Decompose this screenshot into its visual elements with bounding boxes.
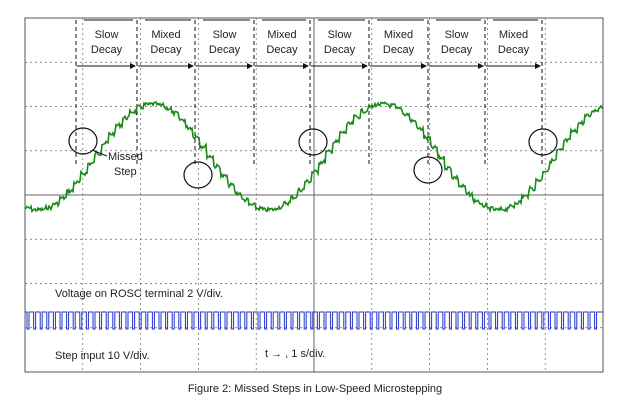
scope-grid <box>25 18 603 372</box>
step-trace <box>25 311 603 330</box>
rosc-label: Voltage on ROSC terminal 2 V/div. <box>55 288 223 300</box>
phase-label: Decay <box>91 44 123 56</box>
missed-step-circle <box>68 127 98 155</box>
phase-label: Mixed <box>267 29 296 41</box>
annotation: Missed <box>108 151 143 163</box>
missed-step-circles <box>68 127 558 189</box>
phase-label: Decay <box>441 44 473 56</box>
missed-step-circle <box>413 156 443 184</box>
missed-step-circle <box>298 128 328 156</box>
time-scale: t → , 1 s/div. <box>265 348 325 360</box>
phase-label: Decay <box>383 44 415 56</box>
leader-line <box>91 149 108 157</box>
missed-step-circle <box>528 128 558 156</box>
phase-label: Mixed <box>384 29 413 41</box>
phase-label: Decay <box>150 44 182 56</box>
caption: Figure 2: Missed Steps in Low-Speed Micr… <box>188 383 442 395</box>
phase-label: Decay <box>209 44 241 56</box>
phase-label: Slow <box>95 29 119 41</box>
phase-label: Decay <box>266 44 298 56</box>
rosc-trace <box>24 100 604 214</box>
phase-label: Slow <box>445 29 469 41</box>
phase-label: Slow <box>213 29 237 41</box>
phase-label: Mixed <box>151 29 180 41</box>
phase-label: Mixed <box>499 29 528 41</box>
annotation: Step <box>114 166 137 178</box>
missed-step-circle <box>183 161 213 189</box>
phase-label: Decay <box>498 44 530 56</box>
phase-markers: Slow Decay Mixed Decay Slow Decay Mixed Decay Sl… <box>75 19 543 165</box>
phase-label: Decay <box>324 44 356 56</box>
step-label: Step input 10 V/div. <box>55 350 150 362</box>
phase-label: Slow <box>328 29 352 41</box>
